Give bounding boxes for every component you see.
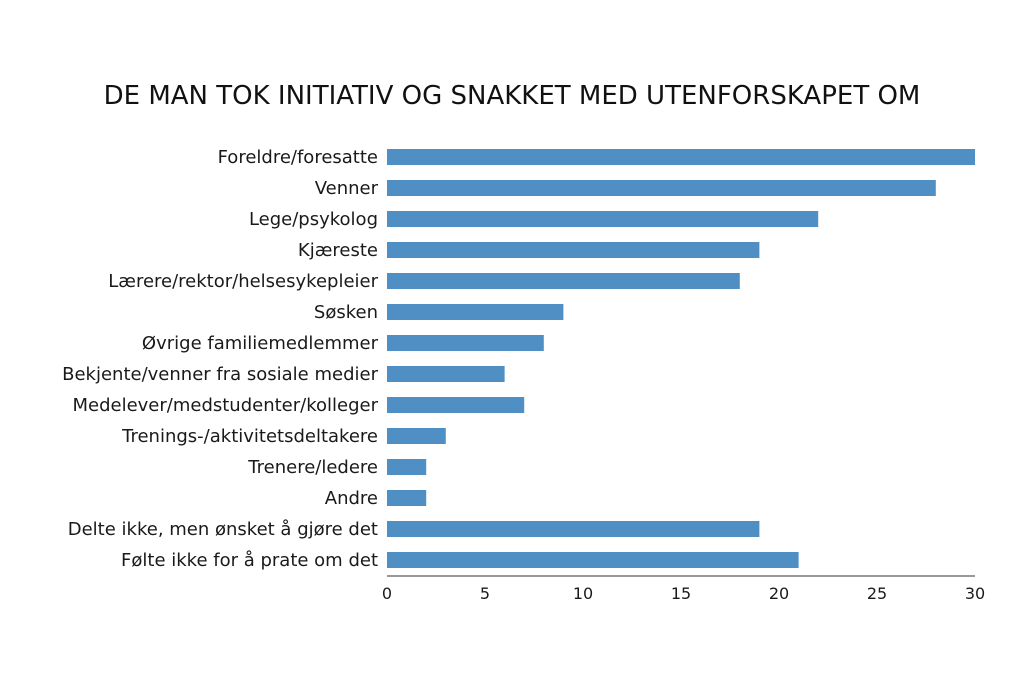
bar-7 — [387, 366, 505, 382]
bar-12 — [387, 521, 760, 537]
chart-title: DE MAN TOK INITIATIV OG SNAKKET MED UTEN… — [104, 81, 921, 111]
bar-6 — [387, 335, 544, 351]
bar-4 — [387, 273, 740, 289]
bar-3 — [387, 242, 760, 258]
category-label: Trenere/ledere — [247, 457, 378, 478]
bar-1 — [387, 180, 936, 196]
x-tick-label: 20 — [769, 584, 789, 603]
category-label: Trenings-/aktivitetsdeltakere — [121, 426, 378, 447]
category-label: Foreldre/foresatte — [218, 147, 378, 168]
category-label: Medelever/medstudenter/kolleger — [72, 395, 378, 416]
x-tick-label: 5 — [480, 584, 490, 603]
x-tick-label: 15 — [671, 584, 691, 603]
category-label: Øvrige familiemedlemmer — [142, 333, 379, 354]
category-label: Bekjente/venner fra sosiale medier — [62, 364, 378, 385]
x-tick-label: 30 — [965, 584, 985, 603]
plot-area: Foreldre/foresatte Venner Lege/psykolog Kjæ… — [62, 147, 985, 603]
category-label: Søsken — [314, 302, 378, 323]
category-label: Delte ikke, men ønsket å gjøre det — [68, 519, 378, 540]
category-label: Lege/psykolog — [249, 209, 378, 230]
category-label: Følte ikke for å prate om det — [121, 550, 378, 571]
bar-10 — [387, 459, 427, 475]
bar-2 — [387, 211, 819, 227]
category-label: Venner — [315, 178, 379, 199]
category-label: Andre — [325, 488, 378, 509]
bar-8 — [387, 397, 525, 413]
bar-11 — [387, 490, 427, 506]
category-label: Lærere/rektor/helsesykepleier — [108, 271, 378, 292]
category-label: Kjæreste — [298, 240, 378, 261]
x-tick-label: 25 — [867, 584, 887, 603]
bar-9 — [387, 428, 446, 444]
x-tick-label: 0 — [382, 584, 392, 603]
bar-5 — [387, 304, 564, 320]
bar-0 — [387, 149, 975, 165]
x-tick-label: 10 — [573, 584, 593, 603]
bar-13 — [387, 552, 799, 568]
